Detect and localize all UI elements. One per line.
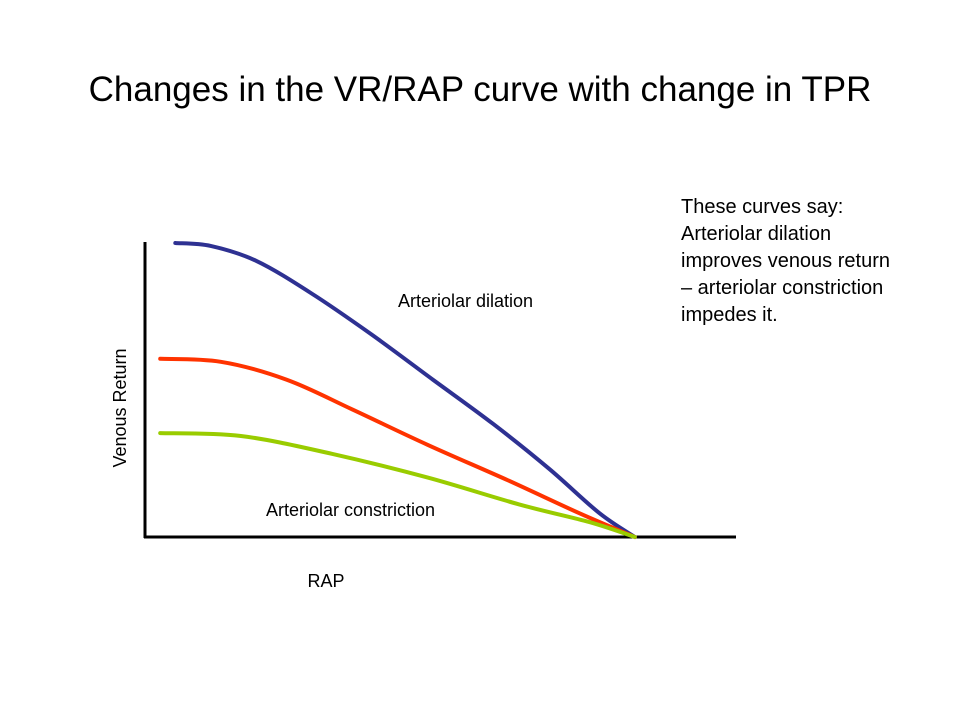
constriction-curve [158,431,637,539]
dilation-label: Arteriolar dilation [398,291,533,311]
constriction-label: Arteriolar constriction [266,500,435,520]
y-axis-label: Venous Return [110,348,130,467]
explanation-note: These curves say: Arteriolar dilation im… [681,196,890,326]
baseline-curve [158,356,637,539]
dilation-curve [173,241,637,539]
slide-title: Changes in the VR/RAP curve with change … [88,70,872,109]
x-axis-label: RAP [307,571,344,591]
series-layer [158,241,637,539]
